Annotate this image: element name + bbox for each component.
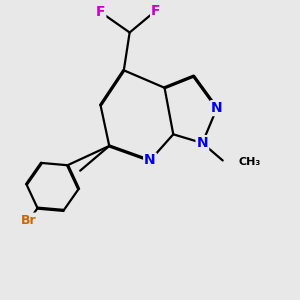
Text: Br: Br <box>21 214 37 226</box>
Text: N: N <box>196 136 208 150</box>
Text: N: N <box>211 101 223 115</box>
Text: F: F <box>151 4 160 18</box>
Text: N: N <box>144 154 156 167</box>
Text: F: F <box>96 5 105 19</box>
Text: CH₃: CH₃ <box>239 157 261 167</box>
